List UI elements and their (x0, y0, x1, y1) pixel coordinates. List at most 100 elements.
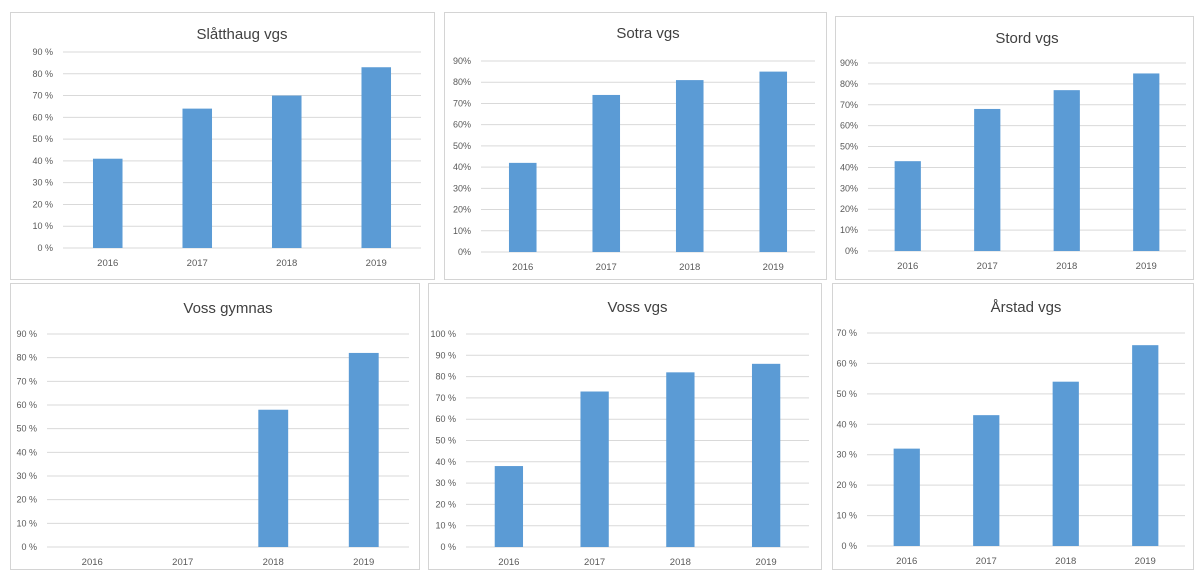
y-tick-label: 80 % (435, 372, 456, 382)
y-tick-label: 30 % (32, 178, 53, 188)
x-category-label: 2016 (897, 261, 918, 272)
x-category-label: 2017 (976, 556, 997, 567)
y-tick-label: 80% (840, 79, 858, 89)
y-tick-label: 10 % (435, 521, 456, 531)
bar-2018 (258, 409, 289, 547)
y-tick-label: 90% (453, 56, 471, 66)
y-tick-label: 50% (453, 141, 471, 151)
y-tick-label: 40% (453, 162, 471, 172)
x-category-label: 2017 (187, 258, 208, 269)
y-tick-label: 90 % (16, 329, 37, 339)
bar-2017 (974, 108, 1001, 251)
x-category-label: 2018 (276, 258, 297, 269)
y-tick-label: 40 % (16, 447, 37, 457)
x-category-label: 2019 (366, 258, 387, 269)
bar-2019 (759, 71, 788, 252)
y-tick-label: 70 % (32, 91, 53, 101)
y-tick-label: 80 % (32, 69, 53, 79)
x-category-label: 2017 (584, 557, 605, 568)
x-category-label: 2018 (1055, 556, 1076, 567)
bar-2018 (1053, 90, 1080, 252)
bar-2019 (1132, 345, 1159, 546)
chart-panel-voss-gymnas: Voss gymnas 0 % 10 % 20 % 30 % 40 % 50 % 60 % 70… (10, 283, 420, 570)
y-tick-label: 0 % (37, 243, 53, 253)
bar-chart: Voss gymnas 0 % 10 % 20 % 30 % 40 % 50 % 60 % 70… (16, 300, 409, 568)
x-category-label: 2018 (1056, 261, 1077, 272)
bar-chart: Slåtthaug vgs 0 % 10 % 20 % 30 % 40 % 50 % 60 %… (32, 26, 421, 269)
bar-2018 (1052, 381, 1079, 546)
bar-2017 (580, 391, 609, 547)
bar-2018 (271, 95, 302, 248)
x-category-label: 2019 (1135, 556, 1156, 567)
y-tick-label: 50 % (435, 436, 456, 446)
bar-2017 (592, 94, 621, 252)
bar-2019 (1133, 73, 1160, 251)
y-tick-label: 20 % (836, 480, 857, 490)
x-category-label: 2017 (172, 557, 193, 568)
y-tick-label: 80% (453, 77, 471, 87)
y-tick-label: 70 % (16, 376, 37, 386)
bar-chart: Sotra vgs 0% 10% 20% 30% 40% 50% 60% 70% 80% 90% 20… (453, 25, 815, 273)
y-tick-label: 10 % (16, 518, 37, 528)
x-category-label: 2017 (596, 262, 617, 273)
y-tick-label: 40% (840, 162, 858, 172)
chart-title: Voss vgs (607, 299, 667, 316)
y-tick-label: 40 % (836, 419, 857, 429)
x-category-label: 2019 (353, 557, 374, 568)
y-tick-label: 10 % (32, 221, 53, 231)
chart-title: Sotra vgs (616, 25, 679, 42)
x-category-label: 2019 (1136, 261, 1157, 272)
bar-chart: Stord vgs 0% 10% 20% 30% 40% 50% 60% 70% 80% 90% 20… (840, 30, 1186, 272)
bar-2019 (361, 67, 392, 248)
x-category-label: 2016 (82, 557, 103, 568)
y-tick-label: 20% (840, 204, 858, 214)
y-tick-label: 90% (840, 58, 858, 68)
bar-2018 (666, 372, 695, 547)
x-category-label: 2016 (498, 557, 519, 568)
bar-2016 (508, 162, 537, 252)
bar-2016 (92, 158, 123, 248)
chart-panel-voss-vgs: Voss vgs 0 % 10 % 20 % 30 % 40 % 50 % 60 % 70 % 8… (428, 283, 822, 570)
y-tick-label: 70% (840, 100, 858, 110)
y-tick-label: 60% (453, 120, 471, 130)
y-tick-label: 0 % (841, 541, 857, 551)
y-tick-label: 0% (458, 247, 471, 257)
y-tick-label: 30 % (16, 471, 37, 481)
y-tick-label: 50% (840, 142, 858, 152)
y-tick-label: 20% (453, 205, 471, 215)
y-tick-label: 70 % (836, 328, 857, 338)
bar-2016 (894, 161, 921, 251)
bar-2016 (893, 448, 920, 546)
y-tick-label: 40 % (32, 156, 53, 166)
x-category-label: 2019 (763, 262, 784, 273)
y-tick-label: 70% (453, 98, 471, 108)
y-tick-label: 60 % (836, 358, 857, 368)
x-category-label: 2017 (977, 261, 998, 272)
y-tick-label: 0 % (440, 542, 456, 552)
y-tick-label: 40 % (435, 457, 456, 467)
bar-2016 (494, 466, 524, 547)
x-category-label: 2018 (679, 262, 700, 273)
chart-panel-stord-vgs: Stord vgs 0% 10% 20% 30% 40% 50% 60% 70% 80% 90% 20… (835, 16, 1194, 280)
bar-2017 (182, 108, 213, 248)
x-category-label: 2016 (512, 262, 533, 273)
x-category-label: 2018 (670, 557, 691, 568)
y-tick-label: 20 % (16, 495, 37, 505)
y-tick-label: 70 % (435, 393, 456, 403)
y-tick-label: 20 % (32, 199, 53, 209)
bar-2019 (751, 363, 781, 547)
y-tick-label: 10% (453, 226, 471, 236)
y-tick-label: 60 % (16, 400, 37, 410)
y-tick-label: 20 % (435, 499, 456, 509)
bar-chart: Voss vgs 0 % 10 % 20 % 30 % 40 % 50 % 60 % 70 % 8… (430, 299, 809, 568)
y-tick-label: 0 % (21, 542, 37, 552)
y-tick-label: 0% (845, 246, 858, 256)
y-tick-label: 80 % (16, 353, 37, 363)
bar-chart: Årstad vgs 0 % 10 % 20 % 30 % 40 % 50 % 60 % 70 … (836, 299, 1185, 567)
chart-title: Stord vgs (995, 30, 1058, 47)
y-tick-label: 30 % (435, 478, 456, 488)
chart-title: Årstad vgs (991, 299, 1062, 316)
y-tick-label: 50 % (836, 389, 857, 399)
y-tick-label: 50 % (32, 134, 53, 144)
y-tick-label: 90 % (32, 47, 53, 57)
